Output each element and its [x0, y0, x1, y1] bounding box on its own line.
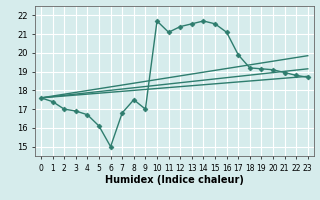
- X-axis label: Humidex (Indice chaleur): Humidex (Indice chaleur): [105, 175, 244, 185]
